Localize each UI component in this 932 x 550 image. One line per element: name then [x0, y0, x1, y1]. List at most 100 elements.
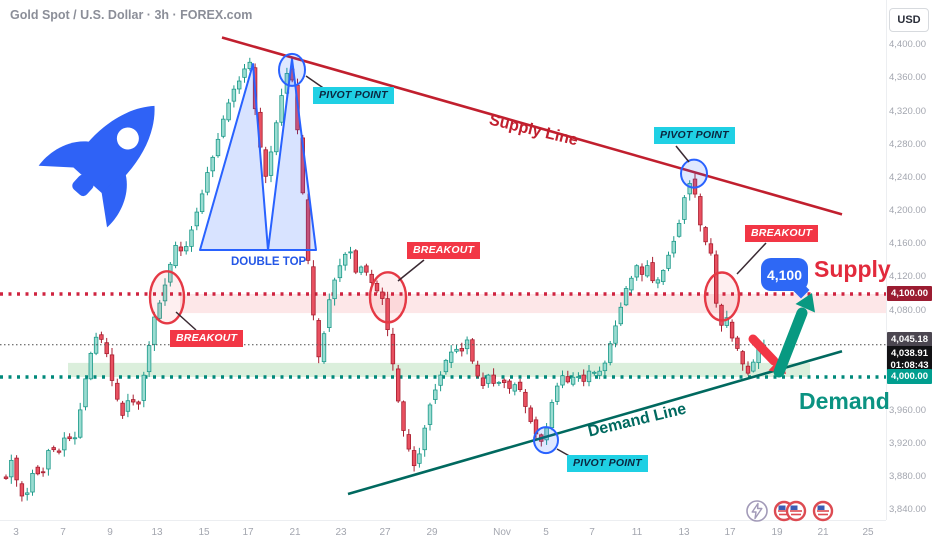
demand-zone — [68, 362, 810, 377]
candle — [555, 385, 560, 402]
candle — [411, 450, 417, 467]
candle — [51, 447, 56, 451]
candle — [3, 476, 9, 479]
candle — [141, 374, 146, 401]
time-tick-label: 11 — [631, 527, 643, 538]
annotation-connector-5 — [736, 242, 767, 275]
candle — [470, 339, 475, 362]
candle — [337, 265, 343, 279]
candle — [655, 279, 661, 284]
price-tick-label: 3,920.00 — [889, 438, 926, 449]
supply-zone — [180, 294, 886, 314]
candle — [433, 389, 438, 400]
candle — [268, 151, 274, 176]
candle — [189, 229, 194, 247]
currency-button[interactable]: USD — [889, 8, 929, 32]
candle — [279, 95, 284, 123]
time-tick-label: 29 — [426, 527, 438, 538]
price-tick-label: 3,880.00 — [889, 471, 926, 482]
price-tick-label: 3,960.00 — [889, 405, 926, 416]
candle — [703, 227, 708, 243]
candle — [666, 254, 671, 269]
candle — [729, 321, 735, 339]
candle — [501, 379, 507, 383]
candle — [576, 376, 581, 379]
us-flag-pair-icon[interactable] — [773, 499, 807, 523]
candle — [751, 361, 756, 372]
candle — [162, 284, 168, 302]
candle — [708, 243, 714, 254]
candle — [311, 266, 316, 316]
symbol-title: Gold Spot / U.S. Dollar · 3h · FOREX.com — [10, 8, 253, 22]
candle — [358, 266, 364, 273]
price-axis[interactable]: 4,400.00 4,360.00 4,320.00 4,280.00 4,240.00… — [887, 0, 932, 520]
supply-trendline — [221, 36, 843, 216]
candle — [146, 345, 152, 373]
candle — [443, 359, 449, 373]
candle — [507, 380, 512, 389]
bar-countdown: 01:08:43 — [890, 359, 929, 371]
time-tick-label: 21 — [817, 527, 829, 538]
candle — [327, 299, 332, 328]
candle — [517, 381, 523, 390]
time-tick-label: 5 — [543, 527, 549, 538]
time-tick-label: 13 — [678, 527, 690, 538]
pivot-point-label-2: PIVOT POINT — [654, 127, 735, 144]
price-target-tag[interactable]: 4,100 — [761, 258, 810, 299]
candle — [242, 68, 247, 78]
price-tick-label: 4,320.00 — [889, 106, 926, 117]
candle — [491, 374, 496, 384]
candle — [30, 473, 35, 493]
candle — [454, 348, 459, 352]
price-tick-label: 4,120.00 — [889, 271, 926, 282]
candle — [565, 376, 570, 383]
time-tick-label: Nov — [493, 527, 511, 538]
candle — [448, 351, 454, 363]
previous-close-label: 4,045.18 — [887, 331, 932, 347]
candle — [613, 325, 618, 344]
candle — [136, 401, 141, 405]
candle — [390, 333, 396, 365]
candle — [438, 374, 443, 386]
candle — [427, 404, 433, 425]
candle — [321, 333, 327, 363]
candle — [597, 370, 602, 376]
candle — [274, 122, 279, 153]
pivot-point-label-1: PIVOT POINT — [313, 87, 394, 104]
time-tick-label: 17 — [724, 527, 736, 538]
candle — [380, 291, 385, 299]
candle — [364, 265, 369, 273]
candle — [581, 374, 586, 382]
pivot-circle-1 — [278, 52, 306, 87]
candle — [40, 471, 46, 474]
buy-arrow-shaft — [773, 307, 808, 378]
candle — [305, 199, 311, 261]
breakout-ellipse-3 — [703, 271, 741, 322]
candle — [512, 384, 517, 392]
time-tick-label: 19 — [771, 527, 783, 538]
candle — [496, 381, 502, 384]
candle — [19, 483, 25, 497]
candle — [332, 279, 337, 300]
pivot-circle-2 — [680, 158, 708, 189]
realtime-lightning-icon[interactable] — [745, 499, 769, 523]
candle — [56, 450, 62, 453]
time-tick-label: 7 — [60, 527, 66, 538]
candle — [236, 80, 242, 90]
candle — [592, 371, 597, 374]
time-tick-label: 15 — [198, 527, 210, 538]
candle — [486, 374, 491, 384]
candle — [205, 172, 210, 193]
double-top-label: DOUBLE TOP — [231, 256, 307, 268]
sell-arrow-shaft — [748, 334, 779, 366]
time-axis[interactable]: 3 7 9 13 15 17 21 23 27 29 Nov 5 7 11 13 17 19 21 25 — [0, 521, 932, 550]
candle — [745, 365, 751, 374]
candle — [173, 245, 178, 267]
us-flag-pair-icon-2[interactable] — [811, 499, 835, 523]
candle — [104, 342, 109, 355]
price-target-value: 4,100 — [766, 266, 803, 283]
demand-trendline — [347, 350, 843, 496]
candle — [639, 266, 645, 275]
candle — [226, 102, 231, 121]
